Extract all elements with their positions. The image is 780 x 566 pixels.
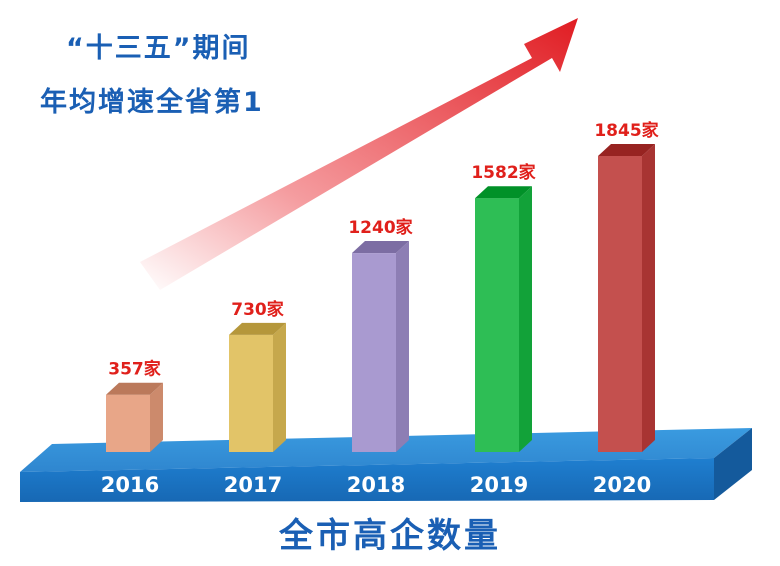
bar-top-2020 (598, 144, 655, 156)
data-label-2018: 1240家 (348, 217, 412, 238)
bar-top-2016 (106, 382, 163, 395)
x-tick-label-2020: 2020 (593, 473, 651, 497)
bar-top-2017 (229, 322, 286, 335)
chart-footer-title: 全市高企数量 (279, 516, 501, 556)
bar-front-2017 (229, 334, 273, 452)
x-tick-label-2018: 2018 (347, 473, 405, 497)
bar-2019 (475, 186, 532, 452)
headline-line-1: “十三五”期间 (66, 33, 251, 64)
x-tick-label-2017: 2017 (224, 473, 282, 497)
bar-side-2019 (519, 186, 532, 452)
value-labels: 357家 730家 1240家 1582家 1845家 (108, 120, 658, 380)
bar-front-2020 (598, 156, 642, 452)
data-label-2017: 730家 (231, 299, 284, 320)
x-tick-label-2019: 2019 (470, 473, 528, 497)
year-labels: 2016 2017 2018 2019 2020 (101, 473, 651, 497)
bar-2016 (106, 382, 163, 452)
data-label-2016: 357家 (108, 359, 161, 380)
data-label-2019: 1582家 (471, 162, 535, 183)
bar-top-2018 (352, 241, 409, 254)
bar-side-2017 (273, 322, 286, 452)
rising-arrow-icon (140, 18, 578, 290)
data-label-2020: 1845家 (594, 120, 658, 141)
bar-side-2016 (150, 382, 163, 452)
bar-front-2018 (352, 253, 396, 452)
bar-side-2020 (642, 144, 655, 452)
bar-top-2019 (475, 186, 532, 199)
headline-line-2: 年均增速全省第1 (40, 87, 264, 118)
bar-front-2016 (106, 394, 150, 452)
bar-front-2019 (475, 198, 519, 452)
bar-2017 (229, 322, 286, 452)
bar-side-2018 (396, 241, 409, 452)
bar-2020 (598, 144, 655, 452)
bar-2018 (352, 241, 409, 452)
bars (106, 144, 655, 452)
x-tick-label-2016: 2016 (101, 473, 159, 497)
